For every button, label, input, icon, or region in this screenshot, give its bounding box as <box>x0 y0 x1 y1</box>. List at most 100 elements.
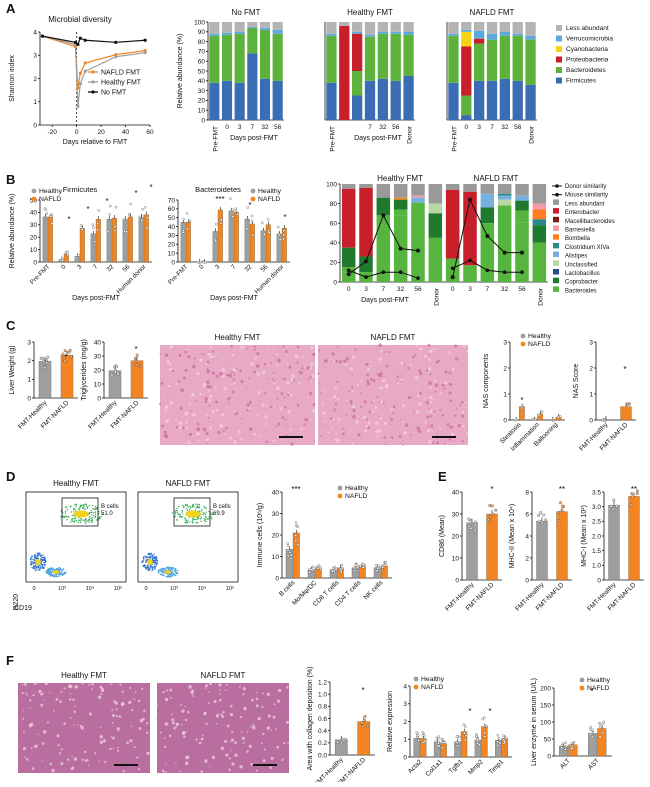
y-tick-label: 2 <box>27 358 31 365</box>
tissue-texture <box>245 759 247 761</box>
density-core <box>73 510 89 518</box>
data-point <box>486 517 490 521</box>
tissue-texture <box>194 399 197 402</box>
tissue-texture <box>164 353 169 357</box>
tissue-texture <box>352 404 356 409</box>
stacked-segment <box>463 184 477 192</box>
data-point <box>398 270 403 275</box>
tissue-texture <box>343 359 347 364</box>
tissue-texture <box>164 410 167 413</box>
event-dot <box>80 517 82 520</box>
x-tick-label: 40 <box>122 129 130 136</box>
tissue-texture <box>159 731 162 734</box>
tissue-texture <box>116 727 120 731</box>
x-tick-label: Pre-FMT <box>451 126 458 152</box>
data-point <box>45 212 49 215</box>
legend-swatch <box>553 269 559 275</box>
y-tick-label: 0 <box>27 395 31 402</box>
data-point <box>502 250 507 255</box>
data-point <box>229 197 232 200</box>
data-point <box>435 736 438 740</box>
legend-swatch <box>556 35 562 42</box>
event-dot <box>91 519 93 521</box>
tissue-texture <box>427 425 430 428</box>
data-point <box>375 569 379 573</box>
data-point <box>476 739 479 742</box>
tissue-texture <box>191 762 195 766</box>
significance-marker: ** <box>559 485 565 494</box>
tissue-texture <box>104 768 108 772</box>
data-point <box>43 365 47 369</box>
stacked-segment <box>359 187 373 257</box>
data-point <box>570 747 573 750</box>
tissue-texture <box>144 753 148 758</box>
event-dot <box>91 521 93 524</box>
tissue-texture <box>409 410 412 412</box>
event-dot <box>194 509 196 511</box>
tissue-texture <box>214 694 217 698</box>
x-tick-label: 32 <box>501 124 509 131</box>
tissue-texture <box>319 417 321 420</box>
tissue-texture <box>204 397 208 401</box>
tissue-texture <box>230 344 233 348</box>
event-dot <box>41 559 44 561</box>
tissue-texture <box>21 733 25 737</box>
tissue-texture <box>236 367 238 370</box>
data-point <box>137 363 140 367</box>
tissue-texture <box>307 378 310 381</box>
stacked-segment <box>376 184 391 198</box>
event-dot <box>48 568 51 571</box>
tissue-texture <box>26 768 30 772</box>
stacked-segment <box>448 33 459 36</box>
event-dot <box>203 517 206 520</box>
tissue-texture <box>452 424 454 426</box>
stacked-segment <box>532 219 547 226</box>
tissue-texture <box>63 687 66 690</box>
tissue-texture <box>247 377 250 380</box>
significance-marker: * <box>64 353 67 362</box>
tissue-texture <box>232 713 236 716</box>
tissue-texture <box>98 760 100 762</box>
event-dot <box>186 503 188 506</box>
tissue-texture <box>226 751 228 754</box>
data-point <box>78 71 82 75</box>
tissue-texture <box>418 401 422 406</box>
tissue-texture <box>179 425 183 429</box>
tissue-texture <box>255 364 260 368</box>
tissue-texture <box>366 379 370 383</box>
tissue-texture <box>205 432 209 436</box>
event-dot <box>86 506 89 509</box>
event-dot <box>151 557 153 559</box>
event-dot <box>147 558 149 560</box>
event-dot <box>174 567 176 570</box>
tissue-texture <box>167 440 169 442</box>
data-point <box>469 526 473 530</box>
tissue-texture <box>206 442 209 444</box>
tissue-texture <box>70 717 72 719</box>
tissue-texture <box>176 713 180 717</box>
tissue-texture <box>412 410 415 413</box>
y-tick-label: 70 <box>168 197 176 204</box>
tissue-texture <box>246 730 249 733</box>
tissue-texture <box>289 428 292 431</box>
tissue-texture <box>246 750 249 753</box>
tissue-texture <box>221 358 224 361</box>
stacked-segment <box>463 265 477 282</box>
tissue-texture <box>23 682 27 686</box>
tissue-texture <box>360 379 363 382</box>
x-tick-label: Pre-FMT <box>212 126 219 152</box>
tissue-texture <box>414 354 417 357</box>
event-dot <box>189 521 191 523</box>
stacked-segment <box>364 36 376 81</box>
y-tick-label: 0 <box>503 417 507 424</box>
data-point <box>362 566 365 569</box>
tissue-texture <box>415 345 418 347</box>
event-dot <box>141 560 143 563</box>
legend-label: Cyanobacteria <box>566 46 608 53</box>
data-point <box>339 570 343 574</box>
y-tick-label: 0 <box>525 577 529 584</box>
tissue-texture <box>294 354 299 358</box>
y-axis-label: Liver enzyme in serum (U/L) <box>531 678 538 766</box>
tissue-texture <box>262 759 266 763</box>
tissue-texture <box>327 431 330 434</box>
